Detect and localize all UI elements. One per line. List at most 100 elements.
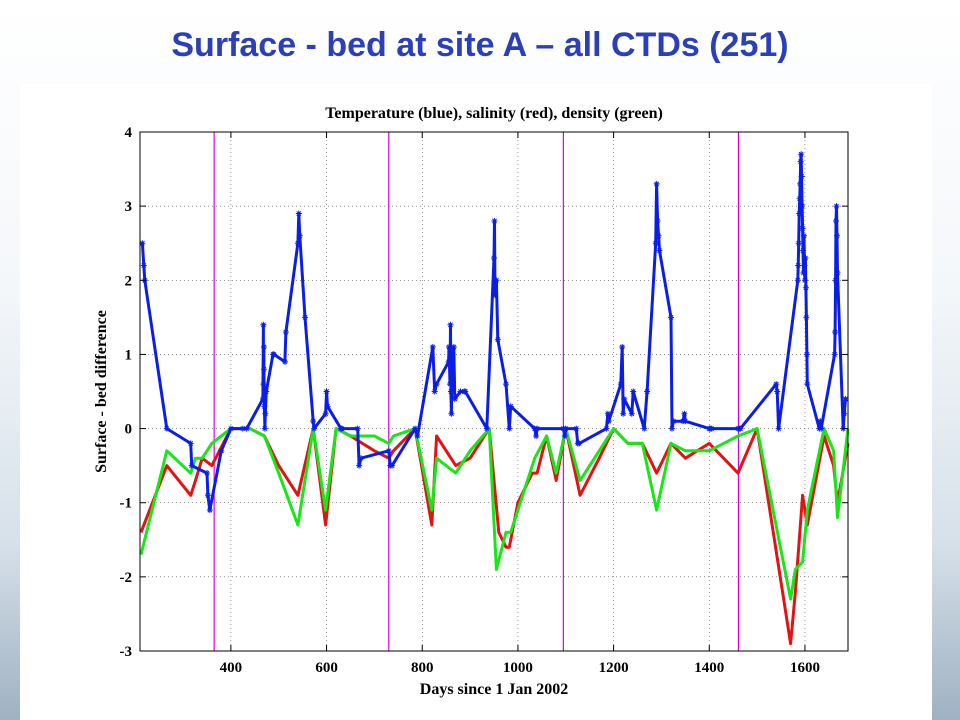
y-tick-label: -2: [120, 570, 133, 586]
temperature-data-point: [139, 240, 146, 247]
temperature-data-point: [655, 232, 662, 239]
temperature-data-point: [833, 232, 840, 239]
temperature-data-point: [773, 381, 780, 388]
temperature-data-point: [737, 425, 744, 432]
temperature-data-point: [260, 321, 267, 328]
temperature-data-point: [842, 395, 849, 402]
temperature-data-point: [239, 425, 246, 432]
temperature-data-point: [447, 321, 454, 328]
temperature-data-point: [446, 381, 453, 388]
temperature-data-point: [358, 455, 365, 462]
temperature-data-point: [794, 277, 801, 284]
temperature-data-point: [433, 381, 440, 388]
temperature-data-point: [188, 462, 195, 469]
temperature-data-point: [491, 217, 498, 224]
temperature-data-point: [507, 403, 514, 410]
temperature-data-point: [282, 329, 289, 336]
temperature-data-point: [448, 358, 455, 365]
temperature-data-point: [261, 425, 268, 432]
x-tick-label: 1000: [503, 660, 533, 676]
temperature-data-point: [681, 410, 688, 417]
y-axis-label: Surface - bed difference: [93, 310, 110, 473]
temperature-data-point: [800, 269, 807, 276]
temperature-data-point: [429, 344, 436, 351]
temperature-series-line: [140, 152, 848, 512]
temperature-data-point: [218, 447, 225, 454]
density-series-line: [139, 427, 850, 601]
temperature-data-point: [644, 388, 651, 395]
temperature-data-point: [533, 432, 540, 439]
line-chart: Temperature (blue), salinity (red), dens…: [93, 105, 850, 698]
temperature-data-point: [322, 410, 329, 417]
temperature-data-point: [163, 425, 170, 432]
temperature-data-point: [502, 381, 509, 388]
temperature-data-point: [619, 344, 626, 351]
temperature-data-point: [294, 240, 301, 247]
temperature-data-point: [796, 210, 803, 217]
temperature-data-point: [630, 388, 637, 395]
temperature-data-point: [621, 395, 628, 402]
temperature-data-point: [617, 381, 624, 388]
year-marker-lines: [213, 132, 740, 651]
y-tick-label: 3: [125, 199, 133, 215]
temperature-data-point: [831, 351, 838, 358]
temperature-data-point: [338, 425, 345, 432]
temperature-data-point: [834, 269, 841, 276]
temperature-data-point: [795, 262, 802, 269]
temperature-data-point: [281, 358, 288, 365]
temperature-data-point: [206, 507, 213, 514]
temperature-data-point: [324, 403, 331, 410]
temperature-data-point: [604, 410, 611, 417]
temperature-data-point: [385, 447, 392, 454]
y-tick-label: 2: [125, 273, 133, 289]
temperature-data-point: [774, 388, 781, 395]
temperature-data-point: [447, 388, 454, 395]
temperature-data-point: [534, 425, 541, 432]
temperature-data-point: [263, 388, 270, 395]
temperature-data-point: [833, 203, 840, 210]
temperature-data-point: [668, 425, 675, 432]
temperature-data-point: [833, 217, 840, 224]
temperature-data-point: [187, 440, 194, 447]
temperature-data-point: [462, 388, 469, 395]
temperature-data-point: [620, 410, 627, 417]
temperature-data-point: [356, 462, 363, 469]
temperature-data-point: [628, 410, 635, 417]
temperature-data-point: [506, 425, 513, 432]
temperature-data-point: [654, 217, 661, 224]
temperature-data-point: [795, 240, 802, 247]
temperature-data-point: [562, 425, 569, 432]
temperature-data-point: [561, 432, 568, 439]
temperature-data-point: [227, 425, 234, 432]
temperature-data-point: [493, 277, 500, 284]
temperature-data-point: [796, 195, 803, 202]
temperature-data-point: [260, 381, 267, 388]
temperature-data-point: [798, 151, 805, 158]
temperature-data-point: [800, 247, 807, 254]
temperature-data-point: [682, 418, 689, 425]
temperature-data-point: [448, 410, 455, 417]
temperature-data-point: [243, 425, 250, 432]
temperature-data-point: [261, 403, 268, 410]
y-tick-label: -1: [120, 496, 133, 512]
temperature-data-point: [494, 336, 501, 343]
x-tick-label: 600: [315, 660, 338, 676]
temperature-data-point: [414, 432, 421, 439]
temperature-data-point: [841, 410, 848, 417]
temperature-data-point: [354, 425, 361, 432]
temperature-data-point: [803, 314, 810, 321]
temperature-data-point: [653, 180, 660, 187]
temperature-data-point: [573, 425, 580, 432]
x-tick-label: 1600: [790, 660, 820, 676]
temperature-data-point: [804, 381, 811, 388]
x-tick-label: 800: [411, 660, 434, 676]
temperature-data-point: [801, 277, 808, 284]
x-tick-label: 400: [220, 660, 243, 676]
y-tick-label: 4: [125, 125, 133, 141]
y-tick-label: -3: [120, 644, 133, 660]
chart-title: Temperature (blue), salinity (red), dens…: [325, 105, 663, 122]
temperature-data-point: [457, 388, 464, 395]
temperature-data-point: [797, 180, 804, 187]
grid-lines: [140, 131, 848, 652]
temperature-data-point: [140, 262, 147, 269]
